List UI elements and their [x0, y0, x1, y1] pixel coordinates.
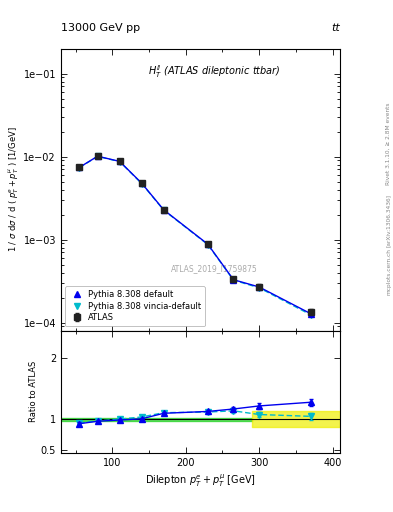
- Text: ATLAS_2019_I1759875: ATLAS_2019_I1759875: [171, 264, 258, 273]
- Pythia 8.308 default: [77, 164, 82, 170]
- Y-axis label: 1 / $\sigma$ d$\sigma$ / d ( $p_T^e + p_T^{\mu}$ ) [1/GeV]: 1 / $\sigma$ d$\sigma$ / d ( $p_T^e + p_…: [6, 127, 21, 252]
- Text: 13000 GeV pp: 13000 GeV pp: [61, 23, 140, 33]
- Pythia 8.308 vincia-default: [140, 181, 144, 187]
- Text: $H_T^{ll}$ (ATLAS dileptonic ttbar): $H_T^{ll}$ (ATLAS dileptonic ttbar): [148, 63, 281, 79]
- Pythia 8.308 default: [140, 180, 144, 186]
- Pythia 8.308 vincia-default: [117, 159, 122, 165]
- Text: mcplots.cern.ch: mcplots.cern.ch: [386, 248, 391, 295]
- Pythia 8.308 vincia-default: [206, 242, 210, 248]
- Text: [arXiv:1306.3436]: [arXiv:1306.3436]: [386, 194, 391, 247]
- Pythia 8.308 default: [117, 158, 122, 164]
- Pythia 8.308 vincia-default: [162, 207, 166, 213]
- Pythia 8.308 vincia-default: [308, 312, 313, 318]
- Line: Pythia 8.308 vincia-default: Pythia 8.308 vincia-default: [77, 154, 313, 317]
- Line: Pythia 8.308 default: Pythia 8.308 default: [77, 154, 313, 316]
- Text: tt: tt: [331, 23, 340, 33]
- Pythia 8.308 vincia-default: [77, 164, 82, 170]
- Legend: Pythia 8.308 default, Pythia 8.308 vincia-default, ATLAS: Pythia 8.308 default, Pythia 8.308 vinci…: [65, 286, 205, 326]
- Pythia 8.308 default: [231, 276, 236, 283]
- Y-axis label: Ratio to ATLAS: Ratio to ATLAS: [29, 361, 38, 422]
- Text: Rivet 3.1.10, ≥ 2.8M events: Rivet 3.1.10, ≥ 2.8M events: [386, 102, 391, 185]
- Pythia 8.308 default: [308, 311, 313, 317]
- X-axis label: Dilepton $p_T^e + p_T^{\mu}$ [GeV]: Dilepton $p_T^e + p_T^{\mu}$ [GeV]: [145, 472, 256, 488]
- Pythia 8.308 default: [206, 241, 210, 247]
- Pythia 8.308 vincia-default: [231, 277, 236, 283]
- Pythia 8.308 vincia-default: [257, 285, 261, 291]
- Pythia 8.308 default: [257, 284, 261, 290]
- Pythia 8.308 default: [162, 207, 166, 213]
- Pythia 8.308 vincia-default: [95, 153, 100, 159]
- Pythia 8.308 default: [95, 153, 100, 159]
